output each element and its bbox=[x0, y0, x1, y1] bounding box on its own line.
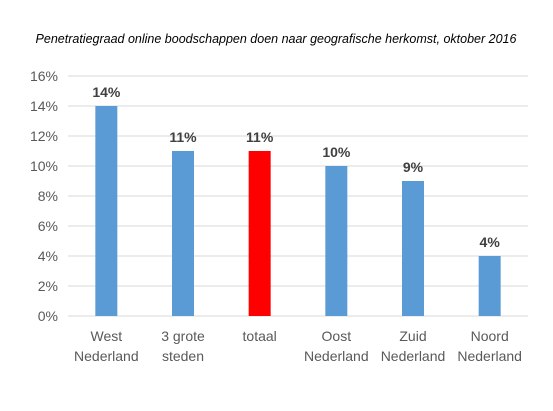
x-axis-tick-labels: West Nederland 3 grote steden totaal Oost Nede… bbox=[74, 328, 522, 364]
y-tick-label: 6% bbox=[38, 218, 58, 234]
data-label: 11% bbox=[246, 129, 274, 145]
bar bbox=[248, 151, 271, 316]
y-tick-label: 14% bbox=[30, 98, 58, 114]
y-tick-label: 16% bbox=[30, 68, 58, 84]
x-tick-label: Zuid bbox=[399, 328, 426, 344]
bars bbox=[95, 106, 501, 316]
y-tick-label: 4% bbox=[38, 248, 58, 264]
bar bbox=[95, 106, 118, 316]
x-tick-label: totaal bbox=[243, 328, 277, 344]
gridlines bbox=[68, 75, 528, 317]
data-label: 11% bbox=[169, 129, 197, 145]
x-tick-label: Oost bbox=[322, 328, 352, 344]
x-tick-label: Noord bbox=[471, 328, 509, 344]
y-tick-label: 8% bbox=[38, 188, 58, 204]
y-tick-label: 0% bbox=[38, 308, 58, 324]
x-tick-label: West bbox=[91, 328, 123, 344]
chart-title: Penetratiegraad online boodschappen doen… bbox=[36, 32, 517, 46]
bar bbox=[325, 166, 348, 316]
data-label: 9% bbox=[403, 159, 424, 175]
y-tick-label: 12% bbox=[30, 128, 58, 144]
x-tick-label: Nederland bbox=[74, 348, 139, 364]
x-tick-label: Nederland bbox=[457, 348, 522, 364]
data-label: 10% bbox=[322, 144, 351, 160]
x-tick-label: 3 grote bbox=[161, 328, 205, 344]
x-tick-label: Nederland bbox=[381, 348, 446, 364]
data-label: 4% bbox=[480, 234, 501, 250]
y-axis-tick-labels: 0% 2% 4% 6% 8% 10% 12% 14% 16% bbox=[30, 68, 58, 324]
data-label: 14% bbox=[92, 84, 121, 100]
y-tick-label: 10% bbox=[30, 158, 58, 174]
x-tick-label: steden bbox=[162, 348, 204, 364]
bar bbox=[172, 151, 194, 316]
x-tick-label: Nederland bbox=[304, 348, 369, 364]
y-tick-label: 2% bbox=[38, 278, 58, 294]
bar bbox=[402, 181, 424, 316]
bar bbox=[478, 256, 501, 316]
data-labels: 14% 11% 11% 10% 9% 4% bbox=[92, 84, 500, 250]
